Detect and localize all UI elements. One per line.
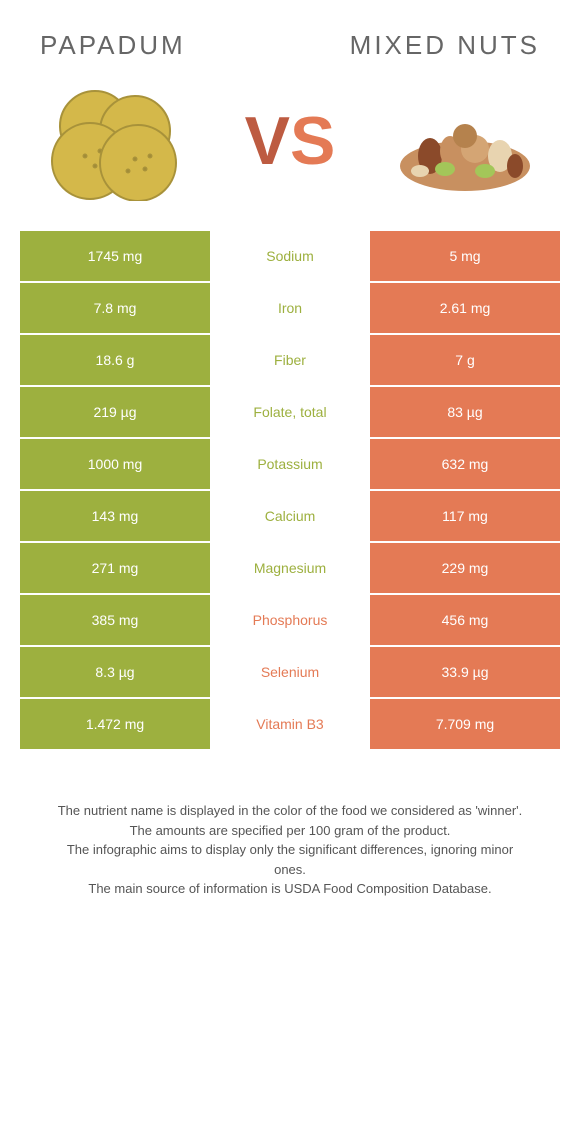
footer-line: The nutrient name is displayed in the co… [50,801,530,821]
nutrient-name: Iron [210,283,370,333]
nutrient-row: 143 mgCalcium117 mg [20,491,560,543]
nutrient-row: 1000 mgPotassium632 mg [20,439,560,491]
nutrient-table: 1745 mgSodium5 mg7.8 mgIron2.61 mg18.6 g… [20,231,560,751]
right-value: 117 mg [370,491,560,541]
left-food-title: Papadum [40,30,186,61]
papadum-icon [40,81,190,201]
right-value: 33.9 µg [370,647,560,697]
right-food-title: Mixed Nuts [350,30,540,61]
left-value: 8.3 µg [20,647,210,697]
nutrient-name: Phosphorus [210,595,370,645]
nutrient-name: Selenium [210,647,370,697]
right-value: 7 g [370,335,560,385]
nutrient-name: Magnesium [210,543,370,593]
nutrient-name: Potassium [210,439,370,489]
footer-notes: The nutrient name is displayed in the co… [20,751,560,919]
nutrient-row: 1745 mgSodium5 mg [20,231,560,283]
vs-row: VS [20,81,560,231]
nutrient-row: 7.8 mgIron2.61 mg [20,283,560,335]
left-value: 1.472 mg [20,699,210,749]
mixed-nuts-image [390,81,540,201]
footer-line: The main source of information is USDA F… [50,879,530,899]
nutrient-name: Fiber [210,335,370,385]
left-value: 219 µg [20,387,210,437]
left-value: 7.8 mg [20,283,210,333]
nutrient-name: Folate, total [210,387,370,437]
nutrient-row: 385 mgPhosphorus456 mg [20,595,560,647]
right-value: 2.61 mg [370,283,560,333]
papadum-image [40,81,190,201]
left-value: 143 mg [20,491,210,541]
left-value: 271 mg [20,543,210,593]
left-value: 1745 mg [20,231,210,281]
right-value: 229 mg [370,543,560,593]
mixed-nuts-icon [390,81,540,201]
right-value: 5 mg [370,231,560,281]
left-value: 385 mg [20,595,210,645]
footer-line: The infographic aims to display only the… [50,840,530,879]
right-value: 7.709 mg [370,699,560,749]
right-value: 456 mg [370,595,560,645]
nutrient-name: Calcium [210,491,370,541]
vs-label: VS [245,102,336,180]
left-value: 18.6 g [20,335,210,385]
nutrient-name: Sodium [210,231,370,281]
header-row: Papadum Mixed Nuts [20,20,560,81]
right-value: 632 mg [370,439,560,489]
nutrient-row: 1.472 mgVitamin B37.709 mg [20,699,560,751]
vs-s: S [290,102,335,180]
footer-line: The amounts are specified per 100 gram o… [50,821,530,841]
nutrient-row: 18.6 gFiber7 g [20,335,560,387]
left-value: 1000 mg [20,439,210,489]
nutrient-row: 8.3 µgSelenium33.9 µg [20,647,560,699]
nutrient-row: 219 µgFolate, total83 µg [20,387,560,439]
vs-v: V [245,102,290,180]
infographic-container: Papadum Mixed Nuts VS [0,0,580,939]
nutrient-name: Vitamin B3 [210,699,370,749]
right-value: 83 µg [370,387,560,437]
nutrient-row: 271 mgMagnesium229 mg [20,543,560,595]
